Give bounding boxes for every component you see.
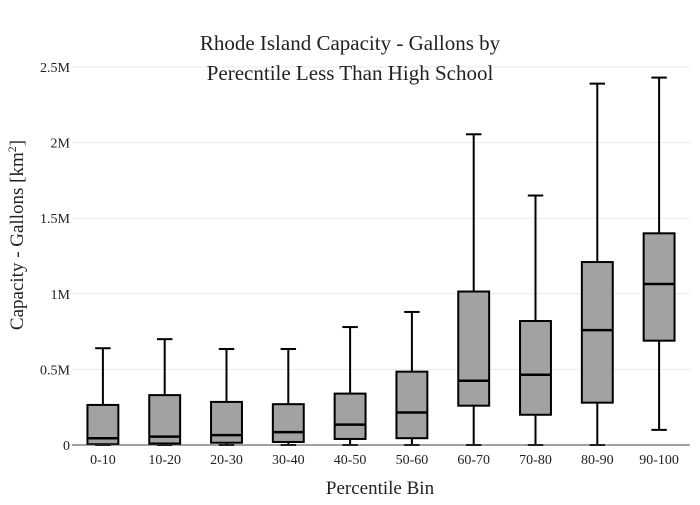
box-20-30 — [210, 347, 243, 446]
box-40-50 — [333, 326, 367, 446]
box-90-100 — [642, 76, 676, 431]
x-tick-label-50-60: 50-60 — [396, 453, 429, 468]
iqr-box — [395, 370, 429, 440]
x-tick-labels: 0-10 10-20 20-30 30-40 40-50 50-60 60-70 70-80 8… — [90, 453, 679, 468]
y-axis-title: Capacity - Gallons [km2] — [5, 140, 28, 330]
iqr-box — [148, 394, 182, 445]
y-tick-label-4: 2M — [51, 137, 71, 152]
y-tick-labels: 0 0.5M 1M 1.5M 2M 2.5M — [40, 61, 71, 454]
box-30-40 — [271, 347, 305, 446]
y-tick-label-1: 0.5M — [40, 363, 71, 378]
x-tick-label-70-80: 70-80 — [519, 453, 552, 468]
box-80-90 — [580, 82, 614, 446]
iqr-box — [642, 232, 676, 342]
iqr-box — [580, 261, 614, 404]
x-tick-label-0-10: 0-10 — [90, 453, 116, 468]
y-tick-label-2: 1M — [51, 288, 71, 303]
box-50-60 — [395, 310, 429, 446]
y-axis-title-superscript: 2 — [5, 146, 19, 152]
x-tick-label-60-70: 60-70 — [457, 453, 490, 468]
iqr-box — [333, 392, 367, 440]
chart-title-line-2: Perecntile Less Than High School — [207, 61, 494, 85]
box-60-70 — [457, 133, 491, 446]
x-tick-label-90-100: 90-100 — [639, 453, 679, 468]
x-tick-label-10-20: 10-20 — [148, 453, 181, 468]
x-tick-label-40-50: 40-50 — [334, 453, 367, 468]
iqr-box — [457, 290, 491, 407]
box-70-80 — [519, 194, 552, 446]
x-tick-label-80-90: 80-90 — [581, 453, 614, 468]
x-tick-label-30-40: 30-40 — [272, 453, 305, 468]
iqr-box — [519, 320, 552, 416]
y-tick-label-5: 2.5M — [40, 61, 71, 76]
box-10-20 — [148, 338, 182, 446]
x-tick-label-20-30: 20-30 — [210, 453, 243, 468]
chart-title-line-1: Rhode Island Capacity - Gallons by — [200, 31, 501, 55]
y-tick-label-3: 1.5M — [40, 212, 71, 227]
box-0-10 — [86, 347, 120, 446]
iqr-box — [271, 403, 305, 443]
y-tick-label-0: 0 — [63, 439, 70, 454]
box-series — [86, 76, 676, 446]
y-axis-title-close: ] — [7, 140, 28, 146]
y-axis-title-main: Capacity - Gallons [km — [7, 152, 28, 330]
x-axis-title: Percentile Bin — [326, 478, 435, 499]
iqr-box — [210, 400, 243, 444]
